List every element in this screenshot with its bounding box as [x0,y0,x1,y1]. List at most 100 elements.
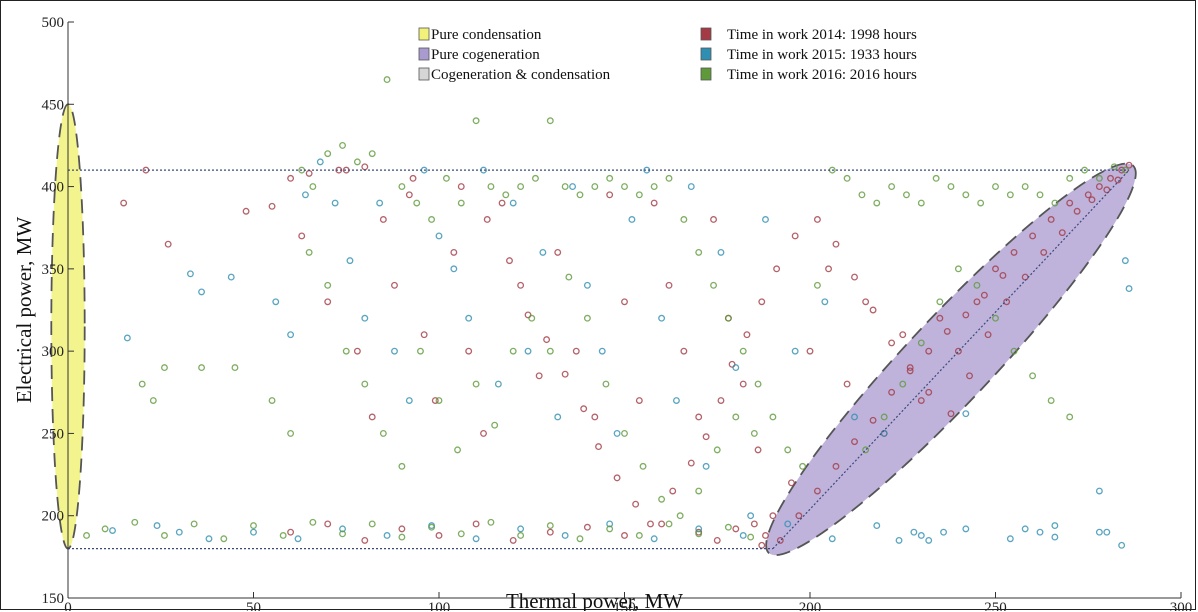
scatter-point [925,388,933,396]
scatter-point [791,232,799,240]
scatter-point [795,512,803,520]
scatter-point [695,530,703,538]
scatter-point [583,281,591,289]
scatter-point [1066,174,1074,182]
legend-swatch-region [418,27,430,41]
scatter-point [973,298,981,306]
scatter-point [435,397,443,404]
scatter-point [606,520,614,528]
scatter-point [917,199,925,207]
scatter-point [535,372,543,380]
scatter-point [832,240,840,248]
scatter-point [695,525,703,533]
scatter-point [899,331,907,339]
scatter-point [339,530,346,538]
scatter-point [450,265,458,273]
scatter-point [591,413,599,421]
legend-label: Pure cogeneration [431,47,540,63]
scatter-point [517,183,525,191]
scatter-point [498,199,506,207]
scatter-point [583,314,591,322]
scatter-point [509,199,517,207]
scatter-point [1095,528,1103,536]
scatter-point [828,535,836,543]
scatter-point [1103,528,1111,536]
scatter-point [773,265,781,273]
scatter-point [739,380,747,388]
scatter-point [1095,174,1103,182]
scatter-point [873,522,881,530]
scatter-point [1073,207,1081,215]
scatter-point [272,298,280,306]
scatter-point [739,532,747,539]
scatter-point [409,174,417,182]
scatter-point [1084,191,1092,199]
legend-label: Time in work 2014: 1998 hours [727,27,917,43]
scatter-point [353,158,361,166]
y-axis-label: Electrical power, MW [12,217,36,404]
scatter-point [287,331,295,339]
x-tick-label: 250 [984,600,1007,611]
scatter-point [606,174,614,182]
scatter-point [361,163,369,171]
scatter-point [546,347,554,355]
scatter-point [1125,161,1133,169]
scatter-point [750,520,758,528]
scatter-point [268,202,276,210]
scatter-point [198,288,206,296]
scatter-point [398,533,406,541]
x-tick-label: 50 [246,600,261,611]
scatter-point [851,438,858,446]
scatter-point [450,248,458,256]
scatter-point [888,339,896,347]
scatter-point [980,291,988,299]
scatter-point [621,183,628,191]
scatter-point [517,281,525,289]
scatter-point [754,380,762,388]
scatter-point [442,174,450,182]
scatter-point [1006,191,1014,199]
scatter-point [431,397,439,404]
scatter-point [832,462,840,470]
scatter-point [936,314,944,322]
scatter-point [813,216,821,223]
scatter-point [324,150,332,158]
scatter-point [353,347,361,355]
scatter-point [532,174,539,182]
scatter-point [398,183,406,191]
scatter-point [880,429,888,437]
scatter-point [120,199,128,207]
scatter-point [750,429,758,437]
scatter-point [298,232,306,240]
scatter-point [962,311,970,319]
scatter-point [161,364,168,372]
scatter-point [405,397,413,404]
scatter-point [873,199,881,207]
scatter-point [487,183,495,191]
scatter-point [565,273,573,281]
x-tick-label: 100 [428,600,451,611]
scatter-point [457,530,465,538]
scatter-point [346,257,354,265]
scatter-point [546,522,554,530]
scatter-point [962,191,970,199]
y-tick-label: 450 [42,97,65,113]
scatter-point [1051,522,1059,530]
scatter-point [149,397,157,404]
scatter-point [472,117,480,125]
scatter-point [932,174,940,182]
scatter-point [613,429,621,437]
scatter-point [962,410,970,418]
scatter-point [621,298,628,306]
scatter-point [925,536,933,544]
scatter-point [880,413,888,421]
scatter-point [1114,176,1122,184]
scatter-point [1095,487,1103,495]
scatter-point [895,536,903,544]
scatter-point [1051,199,1059,207]
scatter-point [494,380,502,388]
scatter-point [658,314,666,322]
scatter-point [580,405,588,413]
